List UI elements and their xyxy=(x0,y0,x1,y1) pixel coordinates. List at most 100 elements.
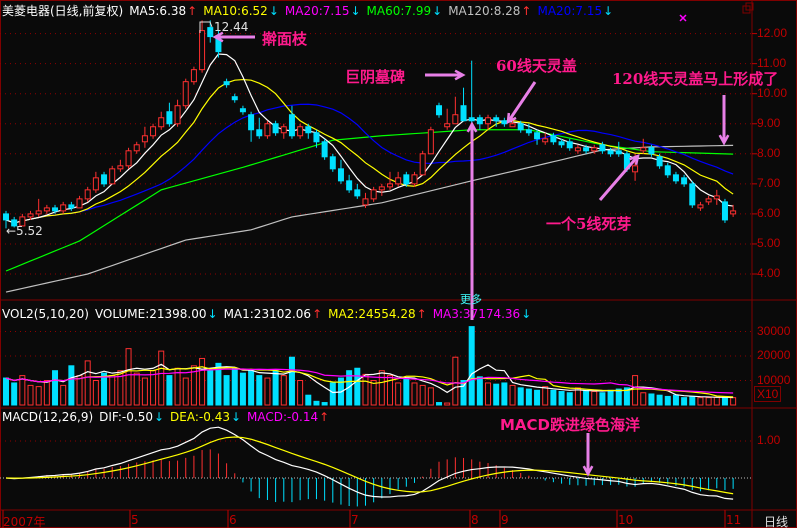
candle-down xyxy=(52,207,59,212)
macd-tick-label: 1.00 xyxy=(757,433,781,447)
volume-bar xyxy=(288,356,295,406)
candle-up xyxy=(542,138,549,143)
candle-down xyxy=(239,108,246,113)
indicator-label: VOLUME:21398.00 xyxy=(94,307,207,321)
volume-bar xyxy=(460,380,467,406)
volume-bar xyxy=(215,362,222,406)
date-label: 8 xyxy=(471,513,479,527)
volume-unit-box[interactable]: X10 xyxy=(754,386,782,402)
volume-bar xyxy=(362,373,369,406)
volume-bar xyxy=(623,387,630,406)
candle-down xyxy=(656,156,663,167)
indicator-value: MA1:23102.06↑ xyxy=(224,307,323,321)
volume-bar xyxy=(566,392,573,406)
rolling-pin-arrow-head xyxy=(212,31,224,43)
candle-up xyxy=(444,123,451,128)
candle-up xyxy=(297,126,304,137)
price-tick-label: 4.00 xyxy=(757,266,781,280)
candle-down xyxy=(272,123,279,134)
annotation-ma60-cap: 60线天灵盖 xyxy=(496,57,577,75)
indicator-value: MA20:7.15↓ xyxy=(537,4,613,18)
candle-down xyxy=(648,147,655,155)
ma5-dead-arrow xyxy=(598,155,640,201)
candle-down xyxy=(11,219,18,227)
indicator-label: DEA:-0.43 xyxy=(170,410,230,424)
price-header: 美菱电器(日线,前复权) MA5:6.38↑ MA10:6.52↓ MA20:7.15… xyxy=(2,2,625,19)
volume-bar xyxy=(256,375,263,406)
volume-bar xyxy=(150,370,157,406)
volume-bar xyxy=(411,382,418,406)
indicator-value: MACD:-0.14↑ xyxy=(247,410,329,424)
macd-title: MACD(12,26,9) xyxy=(2,410,94,424)
volume-bar xyxy=(599,392,606,406)
volume-bar xyxy=(329,382,336,406)
volume-bar xyxy=(354,367,361,406)
candle-down xyxy=(403,174,410,185)
indicator-value: MA60:7.99↓ xyxy=(367,4,443,18)
candle-up xyxy=(280,126,287,134)
high-price-label: 12.44 xyxy=(214,20,249,34)
arrow-up-icon: ↑ xyxy=(319,410,330,424)
volume-bar xyxy=(264,377,271,406)
candle-up xyxy=(370,189,377,200)
candle-down xyxy=(517,123,524,131)
candle-up xyxy=(84,189,91,200)
candle-up xyxy=(125,150,132,167)
indicator-label: MA10:6.52 xyxy=(203,4,268,18)
period-label[interactable]: 日线 xyxy=(764,515,789,528)
volume-bar xyxy=(436,402,443,406)
volume-bar xyxy=(468,326,475,406)
candle-down xyxy=(436,105,443,116)
volume-bar xyxy=(517,387,524,406)
volume-bar xyxy=(125,348,132,406)
indicator-value: DIF:-0.50↓ xyxy=(99,410,164,424)
volume-bar xyxy=(640,392,647,406)
candle-down xyxy=(223,81,230,86)
candle-up xyxy=(386,183,393,188)
candle-down xyxy=(476,117,483,125)
volume-bar xyxy=(207,370,214,406)
volume-bar xyxy=(419,384,426,406)
price-tick-label: 8.00 xyxy=(757,145,781,160)
candle-down xyxy=(493,117,500,122)
annotation-rolling-pin: 擀面枝 xyxy=(262,30,308,48)
volume-bar xyxy=(607,389,614,406)
price-tick-label: 6.00 xyxy=(757,205,781,220)
candle-up xyxy=(264,123,271,137)
volume-bar xyxy=(550,389,557,406)
candle-down xyxy=(721,201,728,221)
volume-ma2-line xyxy=(5,366,734,398)
candle-up xyxy=(92,177,99,191)
candle-up xyxy=(632,165,639,173)
volume-bar xyxy=(403,377,410,406)
indicator-value: MA2:24554.28↑ xyxy=(328,307,427,321)
date-label: 11 xyxy=(726,513,742,527)
dea-line xyxy=(5,436,734,495)
ma10-line xyxy=(5,78,734,224)
volume-bar xyxy=(297,380,304,406)
indicator-value: MA120:8.28↑ xyxy=(448,4,531,18)
price-tick-label: 11.00 xyxy=(757,55,787,70)
more-label[interactable]: 更多 xyxy=(460,293,482,306)
indicator-label: MA2:24554.28 xyxy=(328,307,416,321)
volume-bar xyxy=(190,365,197,406)
volume-bar xyxy=(141,377,148,406)
volume-header: VOL2(5,10,20) VOLUME:21398.00↓ MA1:23102.0… xyxy=(2,307,543,321)
candle-down xyxy=(583,147,590,152)
candle-down xyxy=(354,189,361,197)
volume-bar xyxy=(370,380,377,406)
candle-down xyxy=(3,213,9,221)
candle-down xyxy=(566,141,573,149)
indicator-label: MA3:37174.36 xyxy=(432,307,521,321)
candle-up xyxy=(591,147,598,152)
candle-down xyxy=(321,141,328,158)
candle-up xyxy=(76,198,83,209)
macd-green-arrow-head xyxy=(582,465,594,477)
volume-bar xyxy=(52,370,59,406)
arrow-up-icon: ↑ xyxy=(187,4,198,18)
arrow-down-icon: ↓ xyxy=(207,307,218,321)
indicator-value: MA20:7.15↓ xyxy=(285,4,361,18)
arrow-up-icon: ↑ xyxy=(416,307,427,321)
stock-title: 美菱电器(日线,前复权) xyxy=(2,4,124,18)
